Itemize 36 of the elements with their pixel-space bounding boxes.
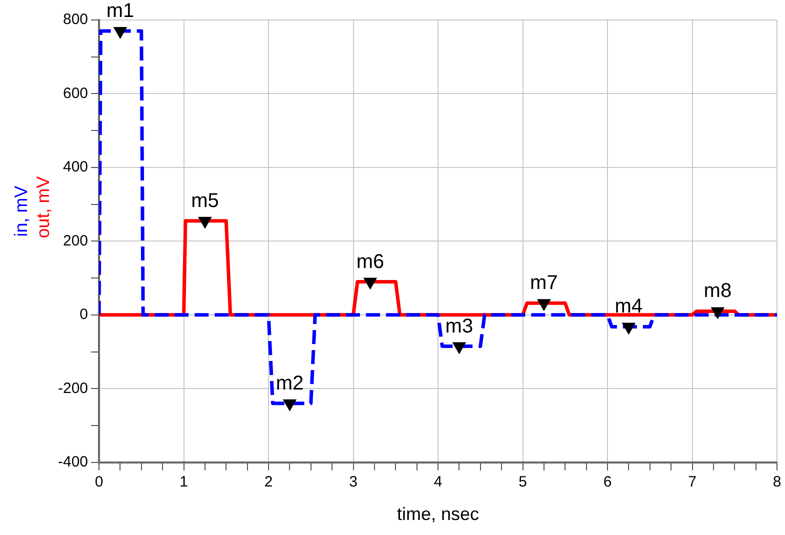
point bbox=[198, 216, 212, 229]
y-tick-label: 0 bbox=[80, 306, 88, 324]
text: in, mV bbox=[10, 186, 31, 237]
annotation: m6 bbox=[356, 250, 384, 273]
line-series bbox=[99, 29, 777, 406]
x-tick-label: 2 bbox=[264, 474, 273, 491]
y-tick-label: -200 bbox=[58, 380, 88, 397]
annotation: m7 bbox=[530, 272, 558, 294]
y-tick-label: 200 bbox=[62, 232, 88, 250]
x-axis-title: time, nsec bbox=[396, 504, 480, 524]
point bbox=[282, 399, 297, 412]
x-tick-label: 6 bbox=[603, 474, 612, 491]
point bbox=[113, 27, 128, 40]
point bbox=[622, 322, 636, 335]
text: out, mV bbox=[32, 176, 53, 238]
x-tick-label: 4 bbox=[434, 474, 442, 491]
annotation: m3 bbox=[445, 315, 474, 338]
point bbox=[537, 299, 551, 312]
point bbox=[710, 307, 725, 320]
annotation: m8 bbox=[704, 280, 732, 302]
point bbox=[363, 278, 378, 290]
x-tick-label: 7 bbox=[688, 474, 696, 491]
x-tick-label: 5 bbox=[518, 474, 527, 491]
y-tick-label: 800 bbox=[62, 11, 88, 28]
x-tick-label: 8 bbox=[772, 474, 782, 491]
annotation: m1 bbox=[106, 0, 134, 22]
annotation: m5 bbox=[191, 190, 219, 212]
x-tick-label: 3 bbox=[349, 474, 358, 491]
annotation: m2 bbox=[276, 372, 304, 394]
x-tick-label: 1 bbox=[180, 474, 188, 491]
y-tick-label: -400 bbox=[58, 454, 88, 471]
annotation: m4 bbox=[614, 296, 643, 318]
x-tick-label: 0 bbox=[94, 474, 104, 491]
y-tick-label: 600 bbox=[62, 84, 88, 102]
y-tick-label: 400 bbox=[62, 158, 88, 176]
point bbox=[452, 342, 466, 354]
